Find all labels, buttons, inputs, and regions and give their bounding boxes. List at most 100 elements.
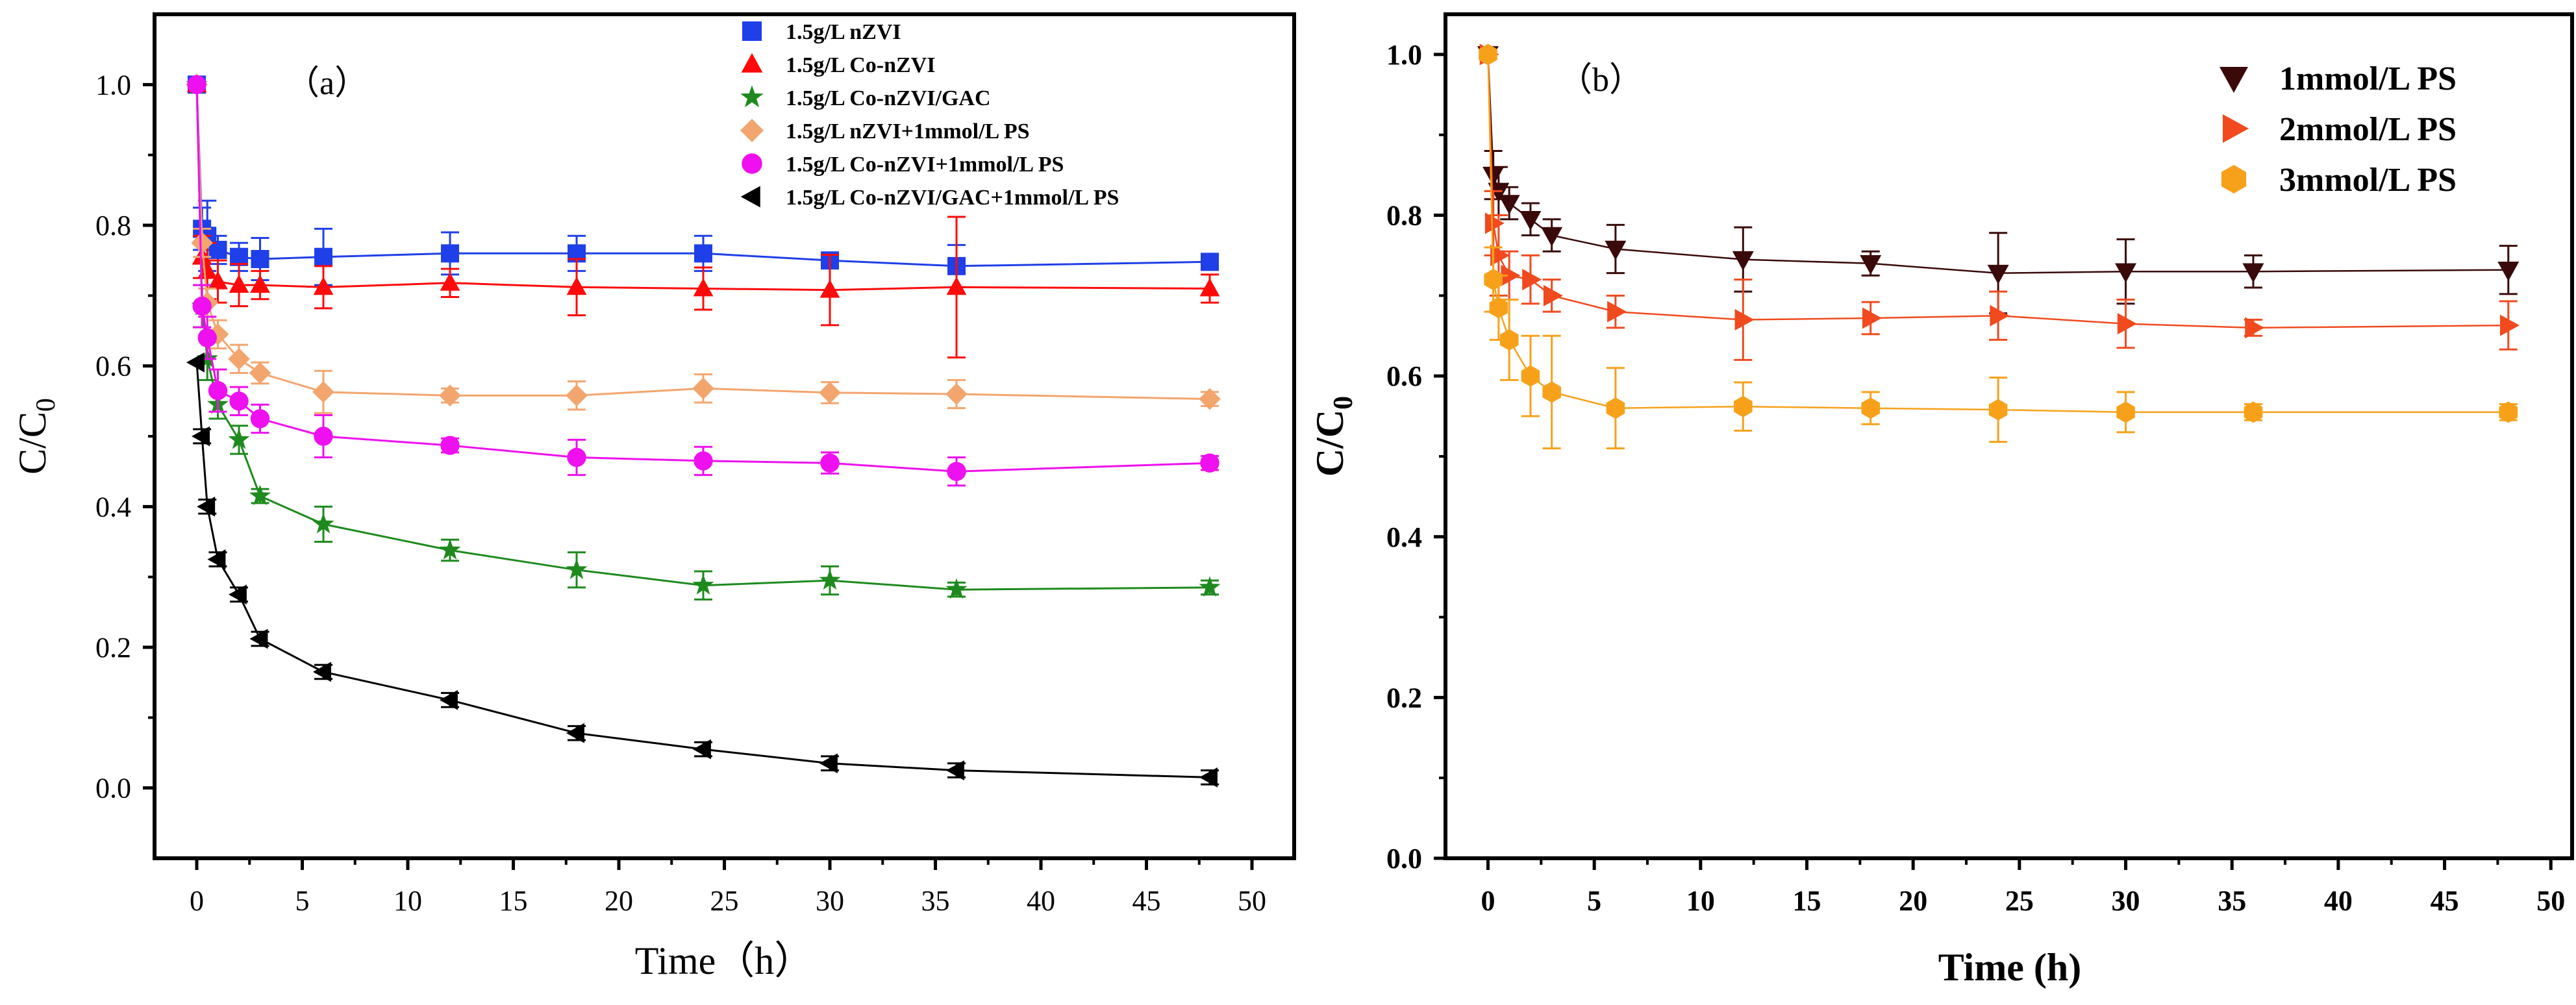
series-line (195, 362, 1210, 778)
series-6 (186, 352, 1219, 788)
data-point (1732, 251, 1754, 271)
x-tick-label: 0 (1481, 885, 1495, 917)
y-tick-label: 0.0 (95, 773, 131, 804)
data-point (250, 409, 270, 428)
data-point (945, 760, 964, 780)
data-point (228, 584, 247, 605)
data-point (229, 274, 249, 293)
data-point (1484, 269, 1503, 291)
x-tick-label: 5 (1587, 885, 1601, 917)
data-point (1200, 453, 1219, 473)
x-axis-title-b: Time (h) (1938, 946, 2082, 989)
x-axis-title-a: Time（h） (635, 939, 814, 982)
data-point (439, 539, 461, 560)
data-point (192, 426, 210, 447)
legend-label: 1mmol/L PS (2279, 60, 2457, 97)
y-tick-label: 0.0 (1386, 843, 1422, 875)
data-point (2244, 401, 2263, 423)
data-point (1199, 767, 1218, 788)
x-tick-label: 50 (2536, 885, 2565, 917)
data-point (312, 380, 334, 403)
x-tick-label: 30 (816, 885, 844, 917)
data-point (441, 244, 459, 263)
panel-a: （a） 0 5 10 15 20 25 30 35 40 45 50 0.0 0.2 0.4 0.6 0.8 1… (11, 12, 1296, 982)
legend-marker (2220, 67, 2248, 93)
x-tick-label: 15 (499, 885, 528, 917)
data-point (186, 352, 205, 373)
y-tick-label: 0.4 (95, 491, 131, 523)
data-point (250, 274, 270, 293)
data-point (1498, 195, 1520, 215)
data-point (1521, 365, 1540, 387)
x-tick-label: 0 (190, 885, 204, 917)
data-point (1606, 397, 1625, 419)
data-point (439, 384, 461, 406)
data-point (947, 462, 966, 481)
y-tick-label: 0.8 (95, 210, 131, 242)
x-tick-label: 40 (2324, 885, 2353, 917)
data-point (1501, 264, 1521, 286)
series-1 (188, 75, 1219, 288)
data-point (694, 244, 712, 263)
data-point (1543, 284, 1563, 306)
data-point (249, 628, 268, 649)
legend-item: 1.5g/L Co-nZVI/GAC (740, 85, 991, 110)
svg-text:C/C0: C/C0 (11, 398, 61, 475)
panel-b: （b） 0 5 10 15 20 25 30 35 40 45 50 0.0 0.2 0.4 0.6 0.8 1… (1308, 12, 2574, 989)
data-point (314, 427, 333, 446)
data-point (2499, 401, 2518, 423)
x-tick-label: 10 (1686, 885, 1715, 917)
legend-item: 1.5g/L Co-nZVI+1mmol/L PS (742, 153, 1064, 177)
data-point (228, 428, 250, 449)
y-tick-label: 0.2 (1386, 682, 1422, 713)
y-axis-title-a-main: C/C (11, 412, 54, 475)
legend-label: 1.5g/L Co-nZVI/GAC+1mmol/L PS (786, 186, 1119, 210)
data-point (197, 260, 218, 279)
legend-label: 2mmol/L PS (2279, 111, 2457, 148)
data-point (819, 569, 841, 590)
x-tick-label: 50 (1238, 885, 1266, 917)
data-point (208, 271, 228, 290)
data-point (1489, 297, 1508, 319)
x-tick-label: 45 (1132, 885, 1161, 917)
y-axis-title-b: C/C0 (1308, 396, 1358, 477)
x-tick-label: 10 (394, 885, 422, 917)
legend-label: 1.5g/L Co-nZVI/GAC (786, 86, 991, 110)
x-tick-label: 25 (2005, 885, 2034, 917)
data-point (187, 75, 206, 95)
y-tick-label: 1.0 (95, 69, 131, 101)
series-3 (1479, 43, 2518, 450)
y-tick-label: 0.6 (1386, 360, 1422, 392)
data-point (2245, 317, 2265, 339)
y-tick-label: 0.2 (95, 632, 131, 664)
legend-item: 3mmol/L PS (2221, 162, 2457, 199)
y-tick-label: 0.4 (1386, 521, 1422, 553)
data-point (566, 277, 587, 295)
data-point (314, 247, 332, 266)
legend-label: 1.5g/L Co-nZVI+1mmol/L PS (786, 153, 1064, 177)
series-1 (1477, 46, 2520, 315)
data-point (1542, 381, 1561, 403)
data-point (1199, 576, 1221, 597)
y-tick-label: 0.6 (95, 351, 131, 382)
legend-label: 1.5g/L Co-nZVI (786, 53, 936, 77)
data-point (945, 578, 968, 599)
data-point (197, 496, 216, 517)
data-point (692, 574, 714, 595)
data-point (1519, 210, 1542, 230)
data-point (1861, 397, 1880, 419)
legend-item: 1.5g/L nZVI+1mmol/L PS (740, 119, 1030, 143)
y-axis-title-a-sub: 0 (31, 398, 61, 412)
legend-label: 1.5g/L nZVI+1mmol/L PS (786, 119, 1030, 143)
y-tick-label: 1.0 (1386, 39, 1422, 71)
y-axis-title-a: C/C0 (11, 398, 61, 475)
legend-marker (2223, 114, 2249, 143)
data-point (820, 453, 840, 473)
x-tick-label: 20 (1899, 885, 1927, 917)
x-tick-label: 35 (2218, 885, 2246, 917)
data-point (566, 558, 588, 579)
data-point (208, 380, 228, 401)
data-point (1605, 240, 1627, 260)
x-tick-label: 35 (921, 885, 950, 917)
data-point (249, 362, 271, 384)
